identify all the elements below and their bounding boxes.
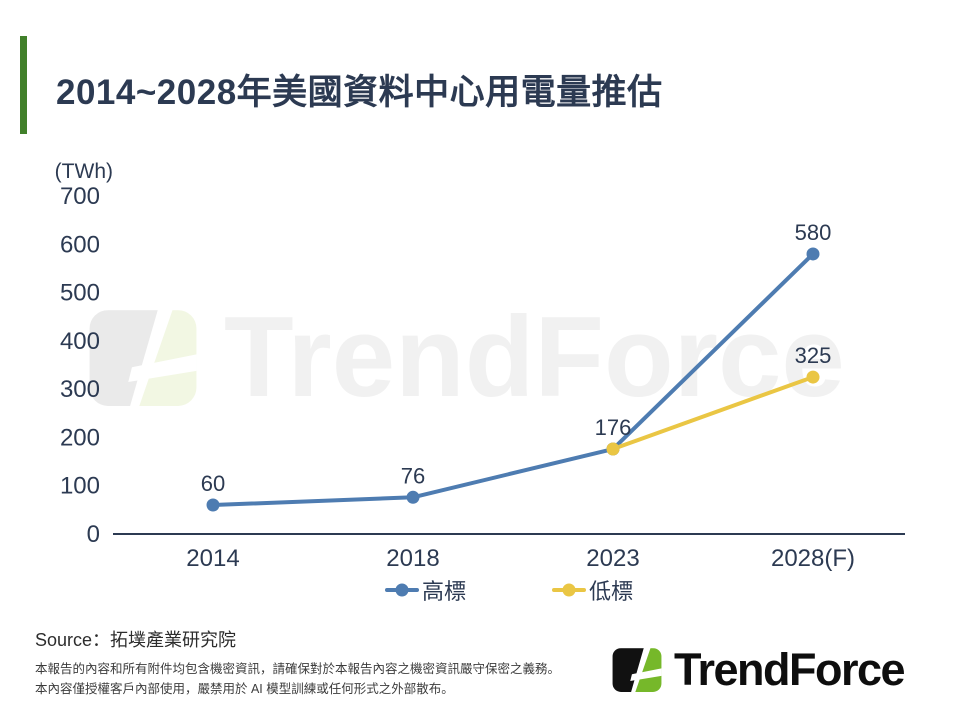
legend-line-icon — [384, 583, 419, 597]
data-label-high-2023: 176 — [595, 415, 632, 440]
y-axis-tick-label: 300 — [60, 376, 100, 403]
disclaimer-line-1: 本報告的內容和所有附件均包含機密資訊，請確保對於本報告內容之機密資訊嚴守保密之義… — [35, 662, 561, 676]
page-title: 2014~2028年美國資料中心用電量推估 — [56, 73, 663, 112]
line-chart: (TWh) 0 100 200 300 400 500 600 700 60 76 176 580 325… — [55, 160, 905, 572]
y-axis-tick-label: 100 — [60, 473, 100, 500]
y-axis-tick-label: 0 — [87, 521, 100, 548]
chart-legend: 高標 低標 — [113, 574, 905, 606]
data-point-high-2018 — [406, 490, 420, 504]
legend-label-high: 高標 — [421, 579, 466, 604]
data-label-high-2028(F): 580 — [795, 220, 832, 245]
legend-label-low: 低標 — [589, 579, 634, 604]
legend-line-icon — [552, 583, 586, 597]
x-axis-tick-label: 2014 — [186, 545, 239, 572]
data-point-low-2023 — [606, 442, 620, 456]
disclaimer: 本報告的內容和所有附件均包含機密資訊，請確保對於本報告內容之機密資訊嚴守保密之義… — [35, 659, 560, 699]
legend-dot-icon — [395, 583, 409, 597]
data-point-high-2028(F) — [806, 247, 820, 261]
y-axis-tick-label: 500 — [60, 280, 100, 307]
y-axis-tick-label: 400 — [60, 328, 100, 355]
trendforce-logo: TrendForce — [609, 643, 906, 697]
legend-dot-icon — [562, 583, 576, 597]
legend-item-high: 高標 — [384, 574, 466, 606]
y-axis-tick-label: 600 — [60, 231, 100, 258]
series-line-low — [611, 375, 815, 452]
disclaimer-line-2: 本內容僅授權客戶內部使用，嚴禁用於 AI 模型訓練或任何形式之外部散布。 — [35, 682, 454, 696]
legend-item-low: 低標 — [552, 574, 633, 606]
y-axis-tick-label: 200 — [60, 424, 100, 451]
trendforce-logo-icon — [609, 643, 665, 697]
x-axis-tick-label: 2018 — [386, 545, 439, 572]
data-label-high-2014: 60 — [201, 471, 225, 496]
series-line-high — [211, 251, 815, 508]
trendforce-logo-text: TrendForce — [674, 644, 906, 695]
y-axis-tick-label: 700 — [60, 183, 100, 210]
data-label-low-2028(F): 325 — [795, 343, 832, 368]
x-axis-tick-label: 2023 — [586, 545, 639, 572]
y-axis-unit-label: (TWh) — [55, 160, 113, 183]
x-axis-tick-label: 2028(F) — [771, 545, 855, 572]
data-label-high-2018: 76 — [401, 463, 425, 488]
data-point-high-2014 — [206, 498, 220, 512]
data-point-low-2028(F) — [806, 370, 820, 384]
title-accent-bar — [20, 36, 27, 134]
source-label: Source：拓墣產業研究院 — [35, 630, 237, 650]
